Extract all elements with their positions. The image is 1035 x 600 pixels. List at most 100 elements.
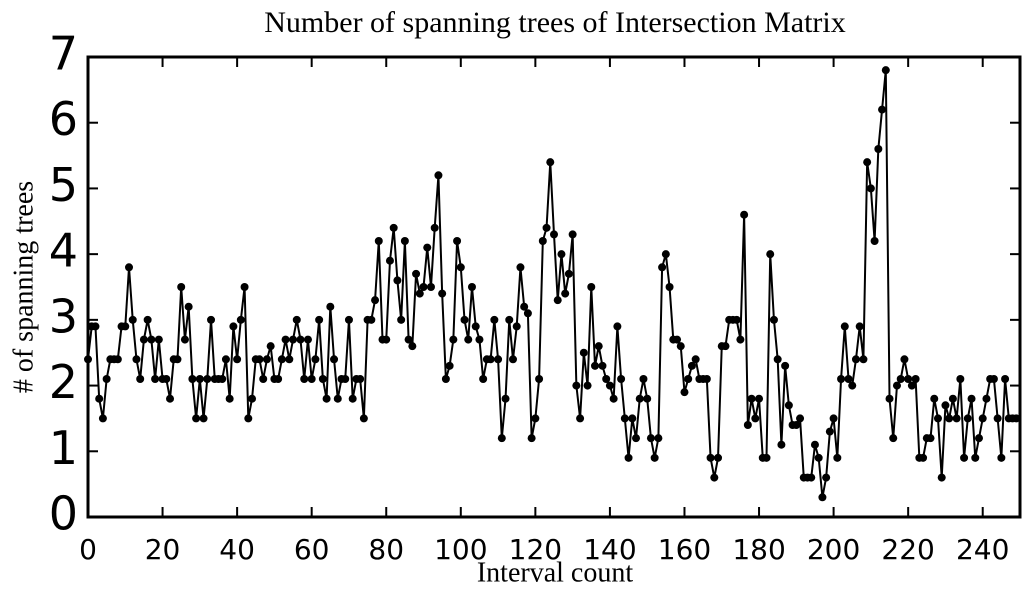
data-point — [919, 453, 928, 462]
data-point — [561, 289, 570, 298]
data-point — [505, 315, 514, 324]
data-point — [643, 394, 652, 403]
data-point — [121, 322, 130, 331]
data-point — [687, 361, 696, 370]
data-point — [933, 414, 942, 423]
data-point — [721, 342, 730, 351]
y-tick-label: 5 — [49, 158, 78, 212]
data-point — [732, 315, 741, 324]
data-point — [814, 453, 823, 462]
data-point — [784, 401, 793, 410]
data-point — [605, 381, 614, 390]
data-point — [173, 355, 182, 364]
data-point — [702, 375, 711, 383]
data-point — [844, 375, 853, 383]
data-point — [602, 375, 611, 383]
data-point — [195, 375, 204, 383]
data-point — [710, 473, 719, 482]
data-point — [777, 440, 786, 449]
x-tick-label: 120 — [509, 533, 562, 566]
data-point — [542, 223, 551, 232]
series-line — [87, 70, 1017, 498]
data-point — [751, 414, 760, 423]
data-point — [564, 269, 573, 278]
y-axis-label: # of spanning trees — [8, 181, 39, 393]
data-point — [766, 250, 775, 259]
data-point — [907, 381, 916, 390]
data-point — [471, 322, 480, 331]
data-point — [512, 322, 521, 331]
data-point — [557, 250, 566, 259]
data-point — [572, 381, 581, 390]
data-point — [639, 375, 648, 383]
data-point — [132, 355, 141, 364]
data-point — [769, 315, 778, 324]
data-point — [1012, 414, 1021, 423]
data-point — [438, 289, 447, 298]
data-point — [382, 335, 391, 344]
data-point — [311, 355, 320, 364]
data-point — [971, 453, 980, 462]
data-point — [568, 230, 577, 239]
data-point — [456, 263, 465, 272]
data-point — [665, 283, 674, 291]
data-point — [277, 355, 286, 364]
data-point — [348, 394, 357, 403]
data-point — [889, 434, 898, 443]
data-point — [274, 375, 283, 383]
data-point — [553, 296, 562, 305]
data-point — [240, 283, 249, 291]
data-point — [635, 394, 644, 403]
data-point — [658, 263, 667, 272]
data-point — [408, 342, 417, 351]
x-tick-label: 140 — [583, 533, 636, 566]
data-point — [356, 375, 365, 383]
data-point — [948, 394, 957, 403]
data-point — [576, 414, 585, 423]
data-point — [941, 401, 950, 410]
data-point — [974, 434, 983, 443]
data-point — [896, 375, 905, 383]
data-point — [415, 289, 424, 298]
data-point — [508, 355, 517, 364]
data-point — [885, 394, 894, 403]
data-point — [620, 414, 629, 423]
data-point — [878, 105, 887, 114]
data-point — [393, 276, 402, 285]
data-point — [982, 394, 991, 403]
data-point — [628, 414, 637, 423]
data-point — [292, 315, 301, 324]
data-point — [207, 315, 216, 324]
data-point — [98, 414, 107, 423]
data-point — [221, 355, 230, 364]
data-point — [773, 355, 782, 364]
y-tick-label: 1 — [49, 421, 78, 475]
data-point — [479, 375, 488, 383]
data-point — [494, 355, 503, 364]
data-point — [945, 414, 954, 423]
data-point — [259, 375, 268, 383]
data-point — [691, 355, 700, 364]
data-point — [535, 375, 544, 383]
data-point — [676, 342, 685, 351]
data-point — [796, 414, 805, 423]
data-point — [330, 355, 339, 364]
data-point — [266, 342, 275, 351]
data-point — [829, 414, 838, 423]
data-point — [523, 309, 532, 318]
data-point — [192, 414, 201, 423]
data-point — [400, 237, 409, 245]
data-point — [326, 302, 335, 311]
data-point — [303, 335, 312, 344]
data-point — [583, 381, 592, 390]
x-tick-label: 180 — [732, 533, 785, 566]
y-tick-label: 7 — [49, 27, 78, 81]
data-point — [822, 473, 831, 482]
data-point — [833, 453, 842, 462]
data-point — [248, 394, 257, 403]
x-tick-label: 80 — [368, 533, 404, 566]
data-point — [837, 375, 846, 383]
data-point — [550, 230, 558, 239]
data-point — [307, 375, 316, 383]
data-point — [341, 375, 350, 383]
